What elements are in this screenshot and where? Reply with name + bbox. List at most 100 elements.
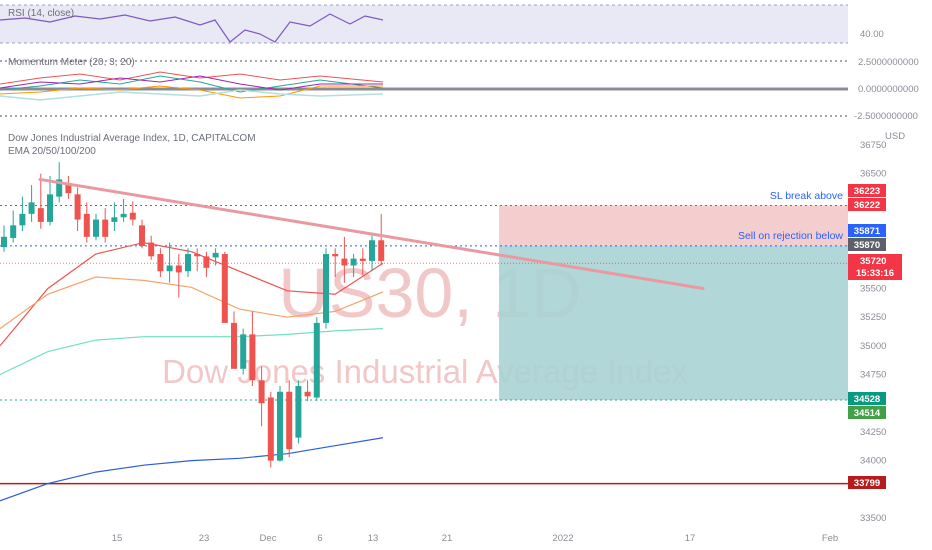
momentum-axis-top: 2.5000000000 (858, 57, 919, 68)
tag-sl-upper-bg (848, 184, 886, 197)
time-axis-tick: 6 (317, 533, 322, 544)
candle-body (19, 213, 26, 226)
candle-body (83, 213, 90, 237)
candle-body (277, 391, 283, 461)
entry-annotation: Sell on rejection below (738, 230, 843, 242)
candle-body (369, 240, 375, 261)
candle-body (231, 322, 237, 369)
ema-title: EMA 20/50/100/200 (8, 146, 96, 157)
momentum-axis-bottom: -2.5000000000 (854, 111, 918, 122)
tag-target-upper: 34528 (854, 394, 880, 405)
candle-body (240, 334, 247, 369)
horizontal-levels (0, 204, 848, 485)
candle-body (102, 219, 109, 237)
tag-support-bg (848, 476, 886, 489)
time-axis-tick: 15 (112, 533, 123, 544)
rsi-title: RSI (14, close) (8, 8, 74, 19)
candle-body (221, 254, 228, 323)
candles (1, 162, 385, 468)
candle-body (93, 219, 99, 237)
tag-countdown: 15:33:16 (856, 268, 894, 279)
tag-sl-lower: 36222 (854, 200, 880, 211)
candle-body (139, 225, 145, 246)
price-axis-tick: 35250 (860, 312, 886, 323)
tag-support: 33799 (854, 478, 880, 489)
tag-entry-lower: 35870 (854, 240, 880, 251)
candle-body (313, 322, 320, 398)
tag-entry-upper: 35871 (854, 226, 881, 237)
candle-body (120, 213, 127, 218)
tag-last-price: 35720 (860, 256, 886, 267)
candle-body (203, 256, 210, 268)
symbol-title: Dow Jones Industrial Average Index, 1D, … (8, 133, 256, 144)
candle-body (359, 258, 366, 261)
price-axis[interactable]: 3675036500362503575035500352503500034750… (860, 140, 886, 524)
candle-body (129, 212, 136, 220)
price-axis-tick: 36750 (860, 140, 886, 151)
candle-body (194, 254, 201, 257)
price-axis-tick: 36500 (860, 169, 886, 180)
tag-target-upper-bg (848, 392, 886, 405)
price-axis-tick: 34750 (860, 370, 886, 381)
time-axis-tick: Dec (260, 533, 277, 544)
sl-annotation: SL break above (770, 190, 843, 202)
candle-body (267, 397, 274, 461)
candle-body (56, 179, 63, 197)
tag-entry-upper-bg (848, 224, 886, 237)
time-axis-tick: Feb (822, 533, 838, 544)
tag-sl-lower-bg (848, 198, 886, 211)
candle-body (185, 254, 191, 272)
price-axis-tick: 35500 (860, 283, 886, 294)
candle-body (37, 208, 44, 222)
time-axis-tick: 2022 (552, 533, 573, 544)
target-zone (499, 245, 848, 401)
rsi-band (0, 5, 848, 43)
momentum-line-4 (0, 75, 383, 91)
candle-body (295, 386, 302, 438)
momentum-axis-zero: 0.0000000000 (858, 84, 919, 95)
candle-body (65, 182, 72, 194)
candle-body (249, 334, 256, 381)
tag-target-lower-bg (848, 406, 886, 419)
candle-body (341, 258, 348, 266)
time-axis-tick: 13 (368, 533, 379, 544)
tag-target-lower: 34514 (854, 408, 881, 419)
time-axis[interactable]: 15 23 Dec 6 13 21 2022 17 Feb (112, 533, 838, 544)
trade-zones (499, 205, 848, 401)
ema-line-ema-20 (0, 241, 384, 347)
candle-body (332, 254, 339, 257)
candle-body (148, 242, 155, 257)
momentum-line-1 (0, 71, 384, 85)
candle-body (350, 258, 357, 266)
rsi-line (0, 13, 384, 43)
momentum-line-5 (0, 89, 384, 101)
currency-label: USD (885, 131, 905, 142)
candle-body (74, 194, 81, 220)
price-axis-tick: 34000 (860, 456, 886, 467)
tag-sl-upper: 36223 (854, 186, 880, 197)
candle-body (157, 254, 164, 272)
tag-last-bg (848, 254, 902, 280)
candle-body (175, 265, 182, 273)
candle-body (304, 391, 311, 397)
time-axis-tick: 21 (442, 533, 453, 544)
price-axis-tick: 35000 (860, 341, 886, 352)
candle-body (47, 194, 53, 222)
candle-body (111, 217, 118, 222)
tag-entry-lower-bg (848, 238, 886, 251)
candle-body (258, 380, 265, 404)
candle-body (1, 236, 7, 248)
ema-line-ema-200 (0, 437, 384, 502)
rsi-pane: RSI (14, close) 40.00 (0, 4, 884, 44)
time-axis-tick: 17 (685, 533, 696, 544)
ema-line-ema-50 (0, 276, 384, 330)
trendline[interactable] (38, 177, 705, 290)
price-tags: 36223 36222 35871 35870 35720 15:33:16 3… (848, 184, 902, 489)
momentum-line-3 (0, 85, 383, 99)
time-axis-tick: 23 (199, 533, 210, 544)
candle-body (323, 254, 329, 323)
price-axis-tick: 33500 (860, 513, 886, 524)
price-axis-tick: 34250 (860, 427, 886, 438)
momentum-title: Momentum Meter (20, 3, 20) (8, 57, 135, 68)
